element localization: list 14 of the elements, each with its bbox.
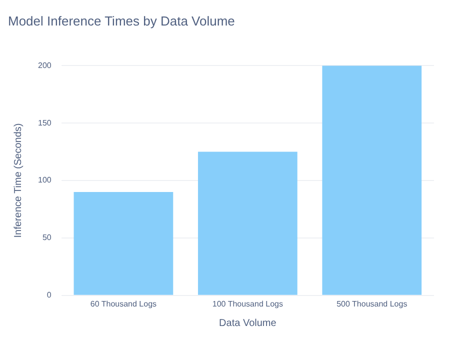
bar [74,192,174,295]
x-tick-label: 500 Thousand Logs [336,299,408,308]
y-axis-title: Inference Time (Seconds) [12,123,24,238]
y-tick-label: 150 [38,118,52,128]
x-tick-label: 100 Thousand Logs [212,299,283,308]
y-tick-label: 50 [42,233,52,242]
y-tick-label: 100 [38,176,52,185]
bar [322,66,422,295]
y-tick-label: 0 [46,290,52,300]
bar [198,152,298,295]
x-tick-label: 60 Thousand Logs [90,299,157,308]
chart-title: Model Inference Times by Data Volume [8,13,235,28]
x-axis-title: Data Volume [219,318,277,329]
y-tick-label: 200 [38,60,52,70]
